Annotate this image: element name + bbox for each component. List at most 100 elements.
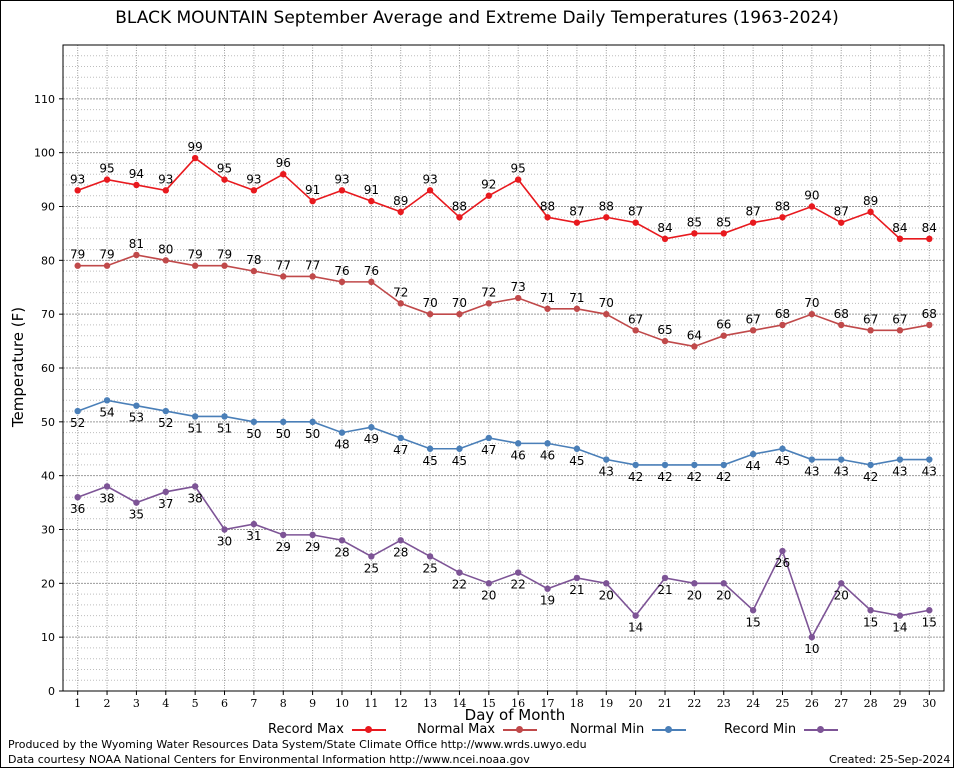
data-label-record-min: 21 bbox=[657, 583, 672, 597]
data-label-record-min: 14 bbox=[892, 621, 907, 635]
x-tick-label: 10 bbox=[335, 697, 349, 710]
data-point-record-max bbox=[691, 230, 698, 237]
data-label-record-max: 85 bbox=[716, 215, 731, 229]
data-point-normal-min bbox=[603, 456, 610, 463]
data-point-record-min bbox=[397, 537, 404, 544]
data-label-record-min: 15 bbox=[863, 615, 878, 629]
data-label-normal-max: 79 bbox=[188, 248, 203, 262]
x-tick-label: 17 bbox=[541, 697, 555, 710]
x-tick-label: 19 bbox=[599, 697, 613, 710]
data-label-record-max: 87 bbox=[834, 205, 849, 219]
data-label-record-min: 26 bbox=[775, 556, 790, 570]
data-point-record-max bbox=[573, 219, 581, 226]
data-point-normal-min bbox=[74, 407, 81, 415]
footer-data-courtesy: Data courtesy NOAA National Centers for … bbox=[8, 753, 530, 766]
x-tick-label: 21 bbox=[658, 697, 672, 710]
legend-normal-min-swatch bbox=[652, 725, 687, 733]
data-point-normal-max bbox=[368, 278, 375, 286]
data-label-record-max: 99 bbox=[188, 140, 203, 154]
data-point-normal-max bbox=[514, 294, 522, 302]
data-point-record-max bbox=[779, 214, 786, 221]
data-point-record-max bbox=[867, 208, 874, 216]
data-point-normal-max bbox=[74, 262, 81, 269]
data-point-normal-max bbox=[397, 300, 404, 307]
data-point-normal-max bbox=[280, 273, 287, 280]
data-point-normal-max bbox=[926, 321, 933, 329]
legend-record-min-swatch bbox=[804, 725, 839, 733]
legend-record-max-label: Record Max bbox=[268, 722, 344, 737]
data-label-normal-max: 78 bbox=[246, 253, 261, 267]
data-point-normal-max bbox=[896, 327, 904, 334]
data-label-record-max: 95 bbox=[511, 162, 526, 176]
data-point-normal-max bbox=[779, 321, 786, 329]
data-label-normal-min: 47 bbox=[481, 443, 496, 457]
data-point-normal-max bbox=[221, 262, 228, 269]
data-point-record-max bbox=[103, 176, 111, 183]
data-label-record-max: 88 bbox=[599, 199, 614, 213]
data-label-normal-min: 43 bbox=[599, 465, 614, 479]
data-point-normal-min bbox=[456, 445, 463, 452]
data-label-record-max: 88 bbox=[775, 199, 790, 213]
data-point-normal-min bbox=[632, 461, 639, 469]
data-point-normal-min bbox=[368, 424, 375, 431]
data-label-normal-min: 42 bbox=[657, 470, 672, 484]
data-label-normal-min: 52 bbox=[158, 416, 173, 430]
data-label-record-max: 91 bbox=[364, 183, 379, 197]
data-point-normal-min bbox=[691, 461, 698, 469]
data-point-record-max bbox=[514, 176, 522, 183]
data-point-normal-min bbox=[779, 445, 786, 452]
data-label-normal-min: 50 bbox=[246, 427, 261, 441]
y-tick-label: 20 bbox=[41, 577, 55, 590]
data-point-normal-min bbox=[338, 429, 346, 436]
legend-normal-max-swatch bbox=[503, 725, 538, 733]
footer-created: Created: 25-Sep-2024 bbox=[829, 753, 951, 766]
x-tick-label: 16 bbox=[511, 697, 525, 710]
data-point-normal-max bbox=[661, 337, 669, 345]
data-label-normal-min: 42 bbox=[863, 470, 878, 484]
data-label-normal-min: 42 bbox=[716, 470, 731, 484]
data-label-record-max: 90 bbox=[804, 189, 819, 203]
data-point-record-min bbox=[426, 553, 434, 560]
data-point-normal-min bbox=[250, 418, 258, 426]
data-point-normal-max bbox=[338, 278, 346, 286]
data-label-normal-max: 79 bbox=[217, 248, 232, 262]
y-tick-label: 40 bbox=[41, 470, 55, 483]
x-tick-label: 5 bbox=[192, 697, 199, 710]
x-axis-label: Day of Month bbox=[464, 706, 566, 724]
data-label-normal-max: 72 bbox=[393, 285, 408, 299]
data-label-record-min: 30 bbox=[217, 535, 232, 549]
y-tick-label: 110 bbox=[34, 93, 55, 106]
data-label-record-max: 88 bbox=[540, 199, 555, 213]
series-normal-max: 79 79 81 80 79 79 78 77 77 76 76 72 70 70 72 73 71 71 70 67… bbox=[70, 237, 937, 350]
data-point-record-max bbox=[720, 230, 727, 237]
data-label-normal-max: 70 bbox=[804, 296, 819, 310]
y-tick-label: 70 bbox=[41, 308, 55, 321]
data-label-normal-max: 81 bbox=[129, 237, 144, 251]
data-label-record-min: 22 bbox=[452, 578, 467, 592]
data-label-normal-min: 45 bbox=[775, 454, 790, 468]
legend-normal-max-label: Normal Max bbox=[417, 722, 496, 737]
data-point-normal-min bbox=[867, 461, 874, 469]
data-point-record-min bbox=[368, 553, 375, 560]
data-label-normal-min: 42 bbox=[687, 470, 702, 484]
data-label-normal-max: 77 bbox=[305, 258, 320, 272]
data-label-record-min: 20 bbox=[716, 588, 731, 602]
x-tick-label: 3 bbox=[133, 697, 140, 710]
data-point-record-min bbox=[162, 488, 169, 496]
data-point-record-min bbox=[573, 574, 581, 582]
data-label-normal-min: 50 bbox=[305, 427, 320, 441]
data-point-record-max bbox=[632, 219, 639, 226]
data-label-record-min: 28 bbox=[393, 545, 408, 559]
data-label-normal-max: 66 bbox=[716, 318, 731, 332]
series-line-record-max bbox=[77, 156, 930, 240]
x-tick-label: 6 bbox=[221, 697, 228, 710]
data-label-record-max: 93 bbox=[422, 172, 437, 186]
data-point-record-max bbox=[896, 235, 904, 242]
data-point-record-max bbox=[544, 214, 551, 221]
data-point-record-min bbox=[749, 607, 757, 614]
data-point-normal-min bbox=[309, 418, 316, 426]
data-point-record-min bbox=[280, 531, 287, 539]
data-point-record-min bbox=[103, 483, 111, 490]
data-label-normal-max: 79 bbox=[70, 248, 85, 262]
